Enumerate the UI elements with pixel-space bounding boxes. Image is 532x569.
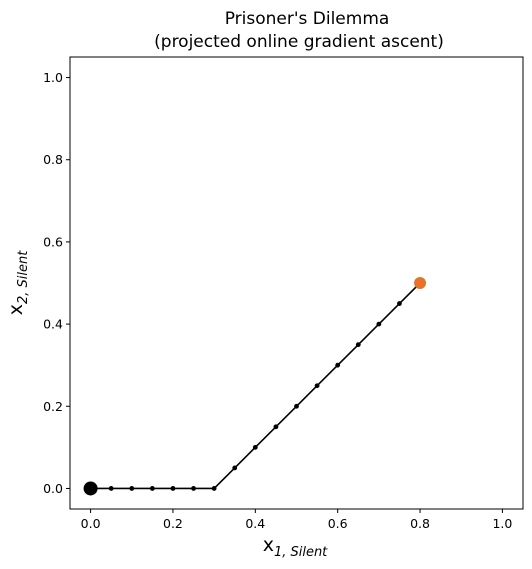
- x-tick-label: 0.4: [245, 516, 265, 531]
- trajectory-point: [191, 486, 196, 491]
- trajectory-point: [232, 465, 238, 471]
- y-axis-label: x2, Silent: [5, 250, 31, 315]
- x-axis-label-subscript: 1, Silent: [274, 545, 328, 560]
- x-tick-label: 0.8: [410, 516, 430, 531]
- x-axis-label-symbol: x: [263, 534, 274, 556]
- trajectory-point: [129, 486, 135, 491]
- trajectory-line: [90, 282, 421, 490]
- x-tick-label: 1.0: [492, 516, 512, 531]
- x-tick-label: 0.2: [163, 516, 183, 531]
- trajectory-point: [273, 424, 279, 430]
- y-tick-label: 1.0: [43, 70, 63, 85]
- y-tick-label: 0.4: [43, 317, 63, 332]
- trajectory-point: [397, 301, 402, 306]
- trajectory-point: [314, 383, 320, 389]
- start-point: [83, 481, 98, 496]
- trajectory-point: [355, 342, 361, 348]
- y-tick-label: 0.8: [43, 152, 63, 167]
- x-tick-label: 0.6: [328, 516, 348, 531]
- trajectory-point: [170, 486, 176, 491]
- y-axis-label-symbol: x: [5, 304, 27, 315]
- trajectory-point: [335, 362, 341, 368]
- y-tick-label: 0.2: [43, 399, 63, 414]
- plot-area: 0.0 0.2 0.4 0.6 0.8 1.0 0.0 0.2 0.4 0.6 0.8 1.0: [43, 56, 524, 531]
- axes-frame: [69, 56, 524, 510]
- y-tick-label: 0.6: [43, 234, 63, 249]
- trajectory-point: [252, 444, 258, 450]
- trajectory-point: [294, 403, 299, 409]
- chart-title: Prisoner's Dilemma: [225, 9, 390, 29]
- y-axis-label-subscript: 2, Silent: [16, 250, 31, 304]
- trajectory-point: [376, 321, 382, 327]
- x-axis-label: x1, Silent: [263, 534, 328, 560]
- y-tick-label: 0.0: [43, 481, 63, 496]
- trajectory-point: [108, 486, 114, 491]
- chart-subtitle: (projected online gradient ascent): [154, 32, 444, 52]
- trajectory-point: [211, 486, 217, 491]
- trajectory-point: [149, 486, 155, 491]
- end-point: [414, 277, 427, 289]
- x-tick-label: 0.0: [81, 516, 101, 531]
